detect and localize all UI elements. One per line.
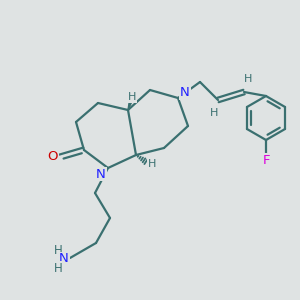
Text: N: N	[180, 86, 190, 100]
Text: N: N	[96, 167, 106, 181]
Text: F: F	[262, 154, 270, 166]
Polygon shape	[128, 100, 132, 110]
Text: H: H	[210, 108, 218, 118]
Text: H: H	[148, 159, 156, 169]
Text: N: N	[59, 253, 69, 266]
Text: H: H	[54, 262, 62, 275]
Text: O: O	[48, 151, 58, 164]
Text: H: H	[244, 74, 252, 84]
Text: H: H	[128, 92, 136, 102]
Text: H: H	[54, 244, 62, 256]
